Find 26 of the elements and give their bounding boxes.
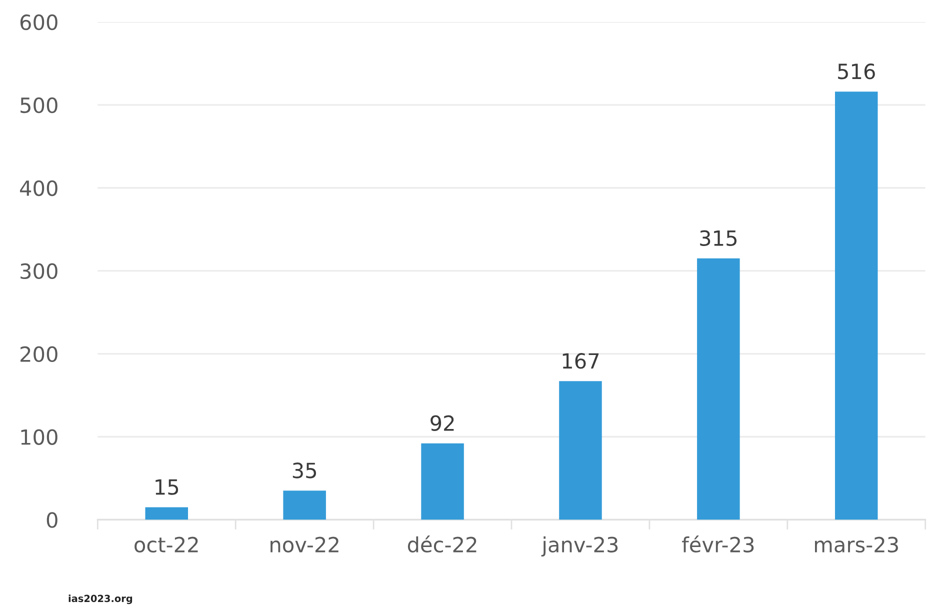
data-label: 35 [292,462,316,478]
y-tick-label: 400 [20,180,58,196]
y-tick-label: 0 [46,512,58,528]
y-tick-label: 300 [20,263,58,280]
y-tick-label: 200 [20,346,58,362]
y-tick-label: 500 [20,97,58,114]
y-tick-label: 600 [20,14,58,30]
x-tick-label: oct-22 [134,536,198,553]
data-label: 315 [700,230,736,246]
bar [145,507,188,520]
bar [559,381,602,520]
bar [283,490,326,520]
x-tick-label: janv-23 [541,536,618,557]
text: ias2023.org [68,594,132,604]
bar [834,92,878,520]
bar [697,258,740,520]
x-tick-label: nov-22 [270,536,338,553]
data-label: 92 [430,415,454,432]
x-tick-label: févr-23 [682,536,754,553]
y-tick-label: 100 [21,429,58,445]
x-tick-label: déc-22 [408,536,476,553]
x-tick-label: mars-23 [815,536,898,553]
data-label: 516 [838,64,875,80]
data-label: 167 [562,353,599,369]
data-label: 15 [156,479,178,495]
bar [421,443,464,520]
